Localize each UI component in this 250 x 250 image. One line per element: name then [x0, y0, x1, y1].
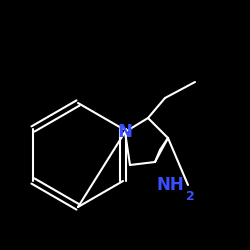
Text: N: N	[118, 123, 132, 141]
Text: 2: 2	[186, 190, 195, 203]
Text: NH: NH	[156, 176, 184, 194]
